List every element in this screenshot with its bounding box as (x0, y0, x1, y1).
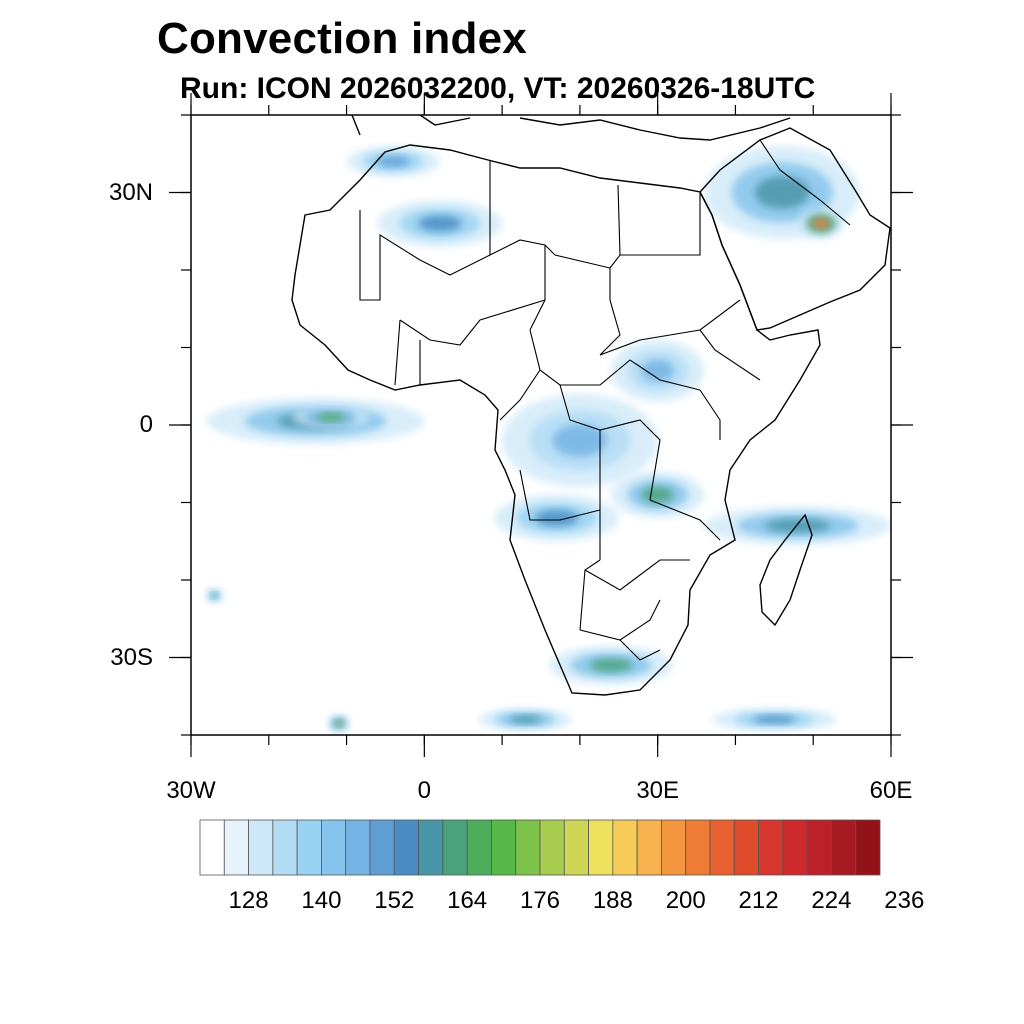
convection-blob-7 (611, 339, 705, 402)
x-tick-label: 30E (636, 777, 680, 804)
convection-blob-11 (548, 645, 674, 685)
colorbar-label: 164 (447, 887, 488, 914)
convection-blob-12 (478, 707, 573, 732)
africa-coastline (291, 144, 821, 696)
colorbar-label: 188 (592, 887, 633, 914)
colorbar-label: 224 (811, 887, 852, 914)
convection-blob-6 (502, 394, 658, 487)
convection-blob-3 (346, 146, 440, 177)
axis-ticks (169, 93, 913, 757)
y-tick-label: 30S (110, 643, 153, 671)
page-subtitle: Run: ICON 2026032200, VT: 20260326-18UTC (180, 72, 816, 105)
y-tick-label: 0 (139, 411, 153, 438)
colorbar-label: 212 (738, 887, 779, 914)
convection-blob-15 (205, 587, 224, 604)
colorbar-label: 200 (665, 887, 706, 914)
madagascar-coastline (759, 513, 813, 627)
x-tick-label: 30W (166, 777, 216, 804)
colorbar-label: 140 (301, 887, 342, 914)
convection-blob-10 (704, 506, 891, 546)
convection-blob-1 (292, 405, 370, 429)
arabia-coastline (699, 127, 891, 331)
y-tick-label: 30N (108, 178, 153, 206)
x-tick-label: 0 (417, 777, 431, 804)
convection-blob-14 (327, 714, 351, 733)
convection-blob-2 (377, 200, 503, 247)
convection-blob-4 (704, 146, 860, 239)
coastlines (291, 115, 891, 696)
convection-blob-8 (494, 494, 619, 542)
colorbar-label: 176 (519, 887, 561, 914)
convection-field (205, 146, 891, 733)
convection-blob-9 (611, 471, 705, 518)
colorbar-label: 152 (374, 887, 415, 914)
x-tick-label: 60E (869, 777, 913, 804)
colorbar-label: 128 (228, 887, 269, 914)
colorbar-label: 236 (884, 887, 925, 914)
convection-blob-13 (712, 707, 837, 732)
convection-blob-5 (797, 208, 845, 239)
europe-coastline (351, 115, 791, 141)
page-title: Convection index (157, 14, 527, 63)
country-borders (359, 139, 851, 661)
